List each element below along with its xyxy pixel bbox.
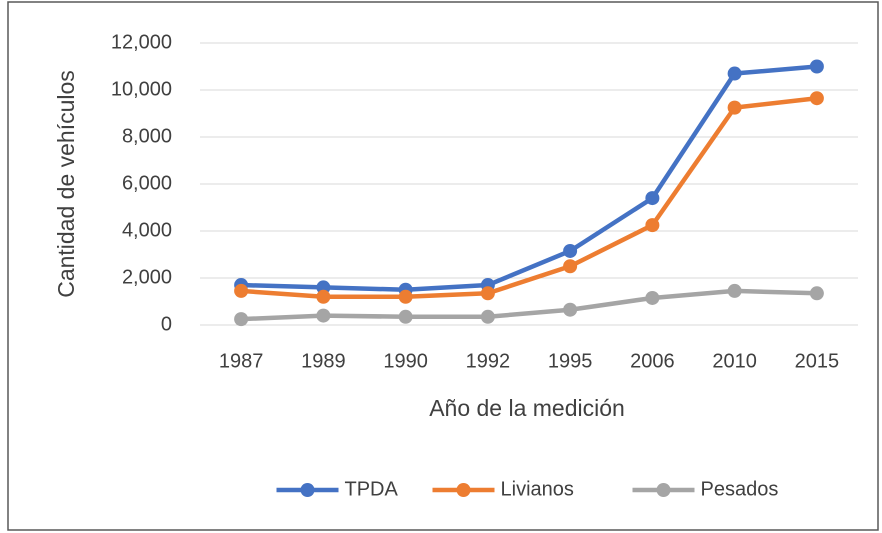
x-tick-label: 1995 [548, 350, 593, 372]
series-line [241, 64, 818, 292]
data-point [398, 289, 413, 304]
data-point [480, 286, 495, 301]
legend-marker [656, 483, 671, 497]
data-point [563, 243, 578, 258]
y-tick-label: 0 [161, 313, 172, 335]
data-point [645, 218, 660, 233]
data-point [480, 309, 495, 324]
x-tick-label: 1989 [301, 350, 346, 372]
data-point [727, 283, 742, 298]
legend-label: TPDA [345, 478, 399, 500]
y-tick-label: 2,000 [122, 266, 172, 288]
y-tick-label: 4,000 [122, 219, 172, 241]
x-tick-label: 1992 [466, 350, 511, 372]
data-point [645, 191, 660, 206]
legend-label: Livianos [501, 478, 574, 500]
data-point [234, 283, 249, 298]
legend-marker [456, 483, 471, 497]
data-point [727, 100, 742, 115]
data-point [563, 302, 578, 317]
x-tick-label: 2010 [712, 350, 757, 372]
x-tick-label: 2015 [795, 350, 840, 372]
series-line [240, 95, 818, 300]
series-line [241, 288, 817, 322]
x-axis-label: Año de la medición [429, 395, 625, 421]
data-point [727, 66, 742, 81]
x-tick-label: 1987 [219, 350, 264, 372]
data-point [809, 286, 824, 301]
legend-label: Pesados [701, 478, 779, 500]
x-tick-label: 2006 [630, 350, 675, 372]
data-point [563, 259, 578, 274]
legend-marker [300, 483, 315, 497]
x-tick-label: 1990 [383, 350, 428, 372]
y-tick-label: 8,000 [122, 125, 172, 147]
data-point [398, 309, 413, 324]
y-tick-label: 10,000 [111, 78, 172, 100]
data-point [234, 312, 249, 327]
data-point [316, 308, 331, 323]
data-point [316, 289, 331, 304]
data-point [645, 290, 660, 305]
y-tick-label: 12,000 [111, 31, 172, 53]
y-tick-label: 6,000 [122, 172, 172, 194]
data-point [809, 91, 824, 106]
data-point [809, 59, 824, 74]
y-axis-label: Cantidad de vehículos [53, 70, 79, 298]
